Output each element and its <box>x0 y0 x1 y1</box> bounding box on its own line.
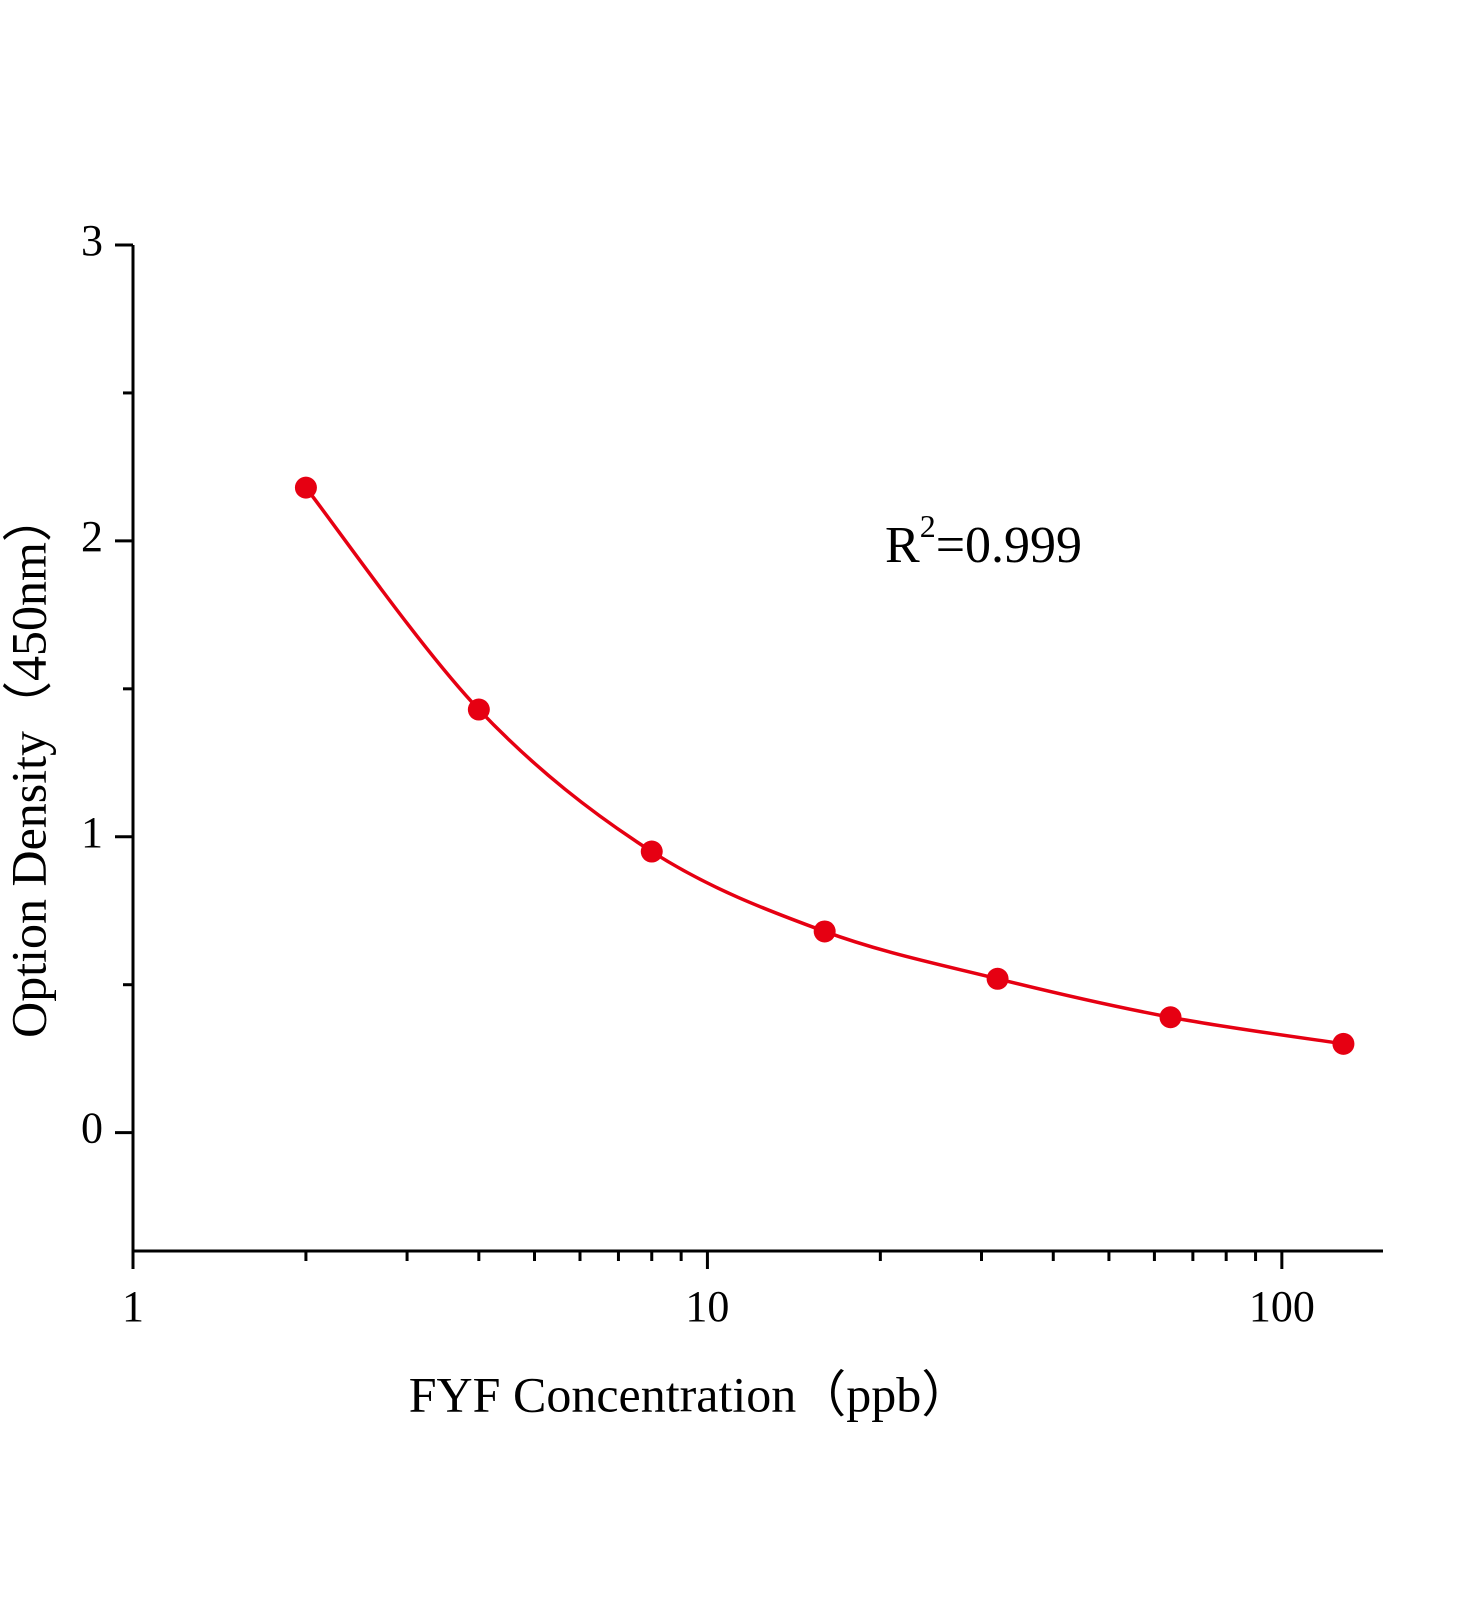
annotation-superscript: 2 <box>920 508 936 544</box>
y-tick-label: 2 <box>81 512 103 561</box>
fit-curve <box>304 486 1344 1046</box>
annotation: R2=0.999 <box>885 508 1082 574</box>
data-point <box>813 920 836 943</box>
data-point <box>640 840 663 863</box>
annotation-suffix: =0.999 <box>936 517 1082 574</box>
x-axis-label: FYF Concentration（ppb） <box>409 1366 971 1422</box>
data-point <box>467 698 490 721</box>
y-axis-label: Option Density（450nm） <box>0 492 56 1038</box>
x-tick-label: 100 <box>1249 1282 1315 1331</box>
y-tick-label: 0 <box>81 1104 103 1153</box>
x-tick-label: 10 <box>685 1282 729 1331</box>
annotation-text: R <box>885 517 920 574</box>
data-point <box>294 476 317 499</box>
y-tick-label: 1 <box>81 808 103 857</box>
x-tick-label: 1 <box>122 1282 144 1331</box>
data-point <box>1159 1006 1182 1029</box>
y-tick-label: 3 <box>81 216 103 265</box>
data-point <box>986 967 1009 990</box>
data-point <box>1332 1032 1355 1055</box>
